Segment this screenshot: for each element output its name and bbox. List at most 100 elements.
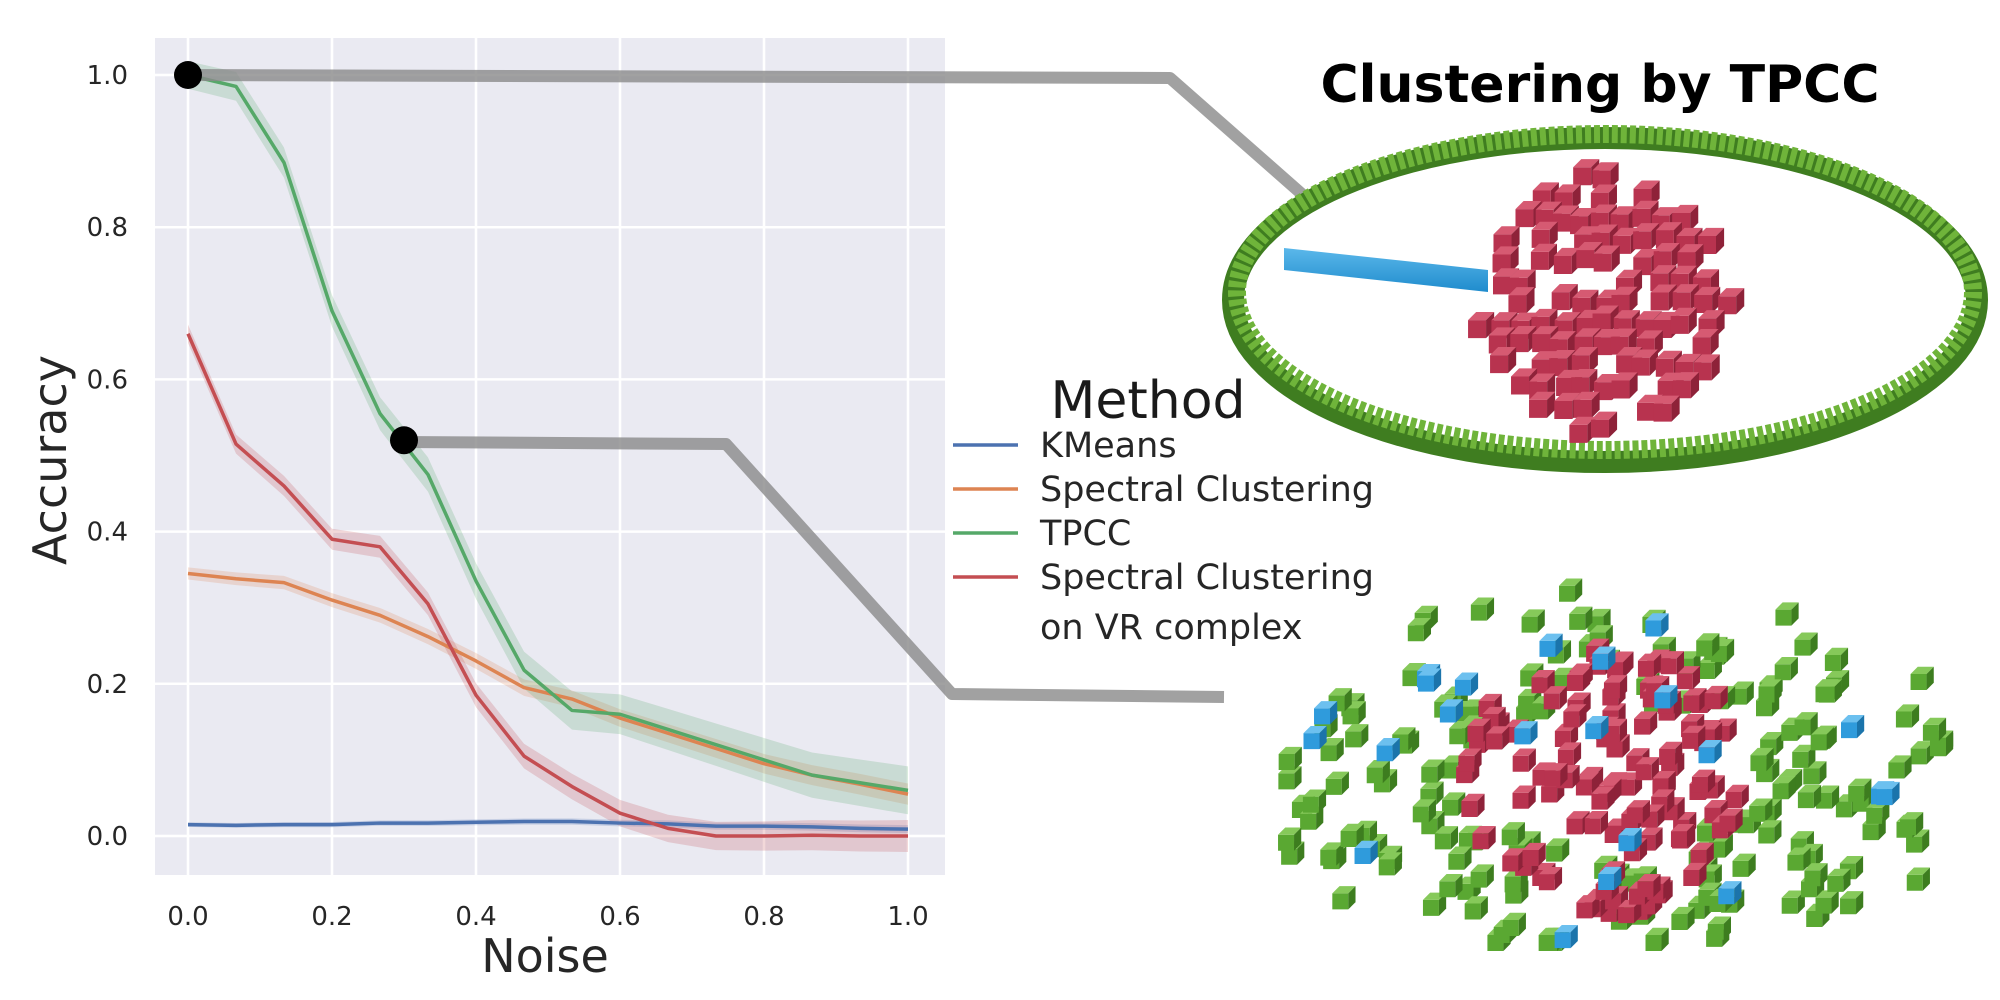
noise-cube-blue xyxy=(1303,725,1327,750)
ball-cube xyxy=(1531,221,1558,248)
noise-cube-green xyxy=(1439,874,1463,898)
ball-cube xyxy=(1633,223,1660,250)
x-tick-label: 0.4 xyxy=(455,902,496,932)
ball-cube xyxy=(1492,246,1519,273)
noise-cube-green xyxy=(1797,784,1822,809)
noise-cube-green xyxy=(1818,679,1842,703)
connector-bar xyxy=(1284,248,1488,292)
ball-cube xyxy=(1590,411,1618,438)
noise-cube-blue xyxy=(1376,738,1400,762)
noise-cube-green xyxy=(1794,632,1818,656)
noise-cube-red xyxy=(1575,772,1600,796)
noise-cube-red xyxy=(1676,666,1701,690)
noise-cube-green xyxy=(1888,755,1912,779)
plot-background xyxy=(155,38,945,875)
noise-cube-green xyxy=(1502,912,1526,936)
noise-cube-red xyxy=(1591,786,1615,810)
tick-labels: 0.0 0.2 0.4 0.6 0.8 1.0 0.0 0.2 0.4 0.6 0.8 1.0 xyxy=(87,61,929,932)
noise-cube-red xyxy=(1584,811,1609,835)
legend-label: Spectral Clustering xyxy=(1040,470,1374,510)
ball-cube xyxy=(1530,243,1558,270)
ball-cube xyxy=(1611,372,1638,399)
noise-cube-red xyxy=(1725,784,1749,809)
ball-cube xyxy=(1572,289,1599,316)
line-spectral-clustering xyxy=(187,571,909,796)
noise-cube-green xyxy=(1325,771,1349,795)
y-tick-label: 0.0 xyxy=(87,822,128,852)
y-tick-label: 0.2 xyxy=(87,670,128,700)
highlight-point xyxy=(390,426,418,455)
noise-cube-blue xyxy=(1314,701,1338,725)
noise-cube-red xyxy=(1691,769,1716,793)
noise-cube-green xyxy=(1420,781,1444,805)
noise-cube-blue xyxy=(1417,668,1442,692)
noise-cube-blue xyxy=(1598,866,1622,891)
noise-cube-red xyxy=(1704,685,1728,710)
x-tick-label: 0.0 xyxy=(167,902,208,932)
ball-cube xyxy=(1490,346,1517,374)
ball-cube xyxy=(1672,372,1700,399)
y-tick-label: 1.0 xyxy=(87,61,128,91)
noise-cube-red xyxy=(1639,827,1663,851)
noise-cube-blue xyxy=(1354,840,1378,864)
noise-cube-red xyxy=(1606,734,1630,758)
noise-cube-blue xyxy=(1645,613,1669,637)
noise-cube-green xyxy=(1732,853,1756,877)
noisy-point-cloud-illustration xyxy=(1278,578,1954,951)
noise-cube-red xyxy=(1543,686,1567,710)
noise-cube-red xyxy=(1576,895,1600,919)
noise-cube-red xyxy=(1522,842,1546,867)
noise-cube-green xyxy=(1448,846,1472,870)
noise-cube-blue xyxy=(1554,924,1578,949)
y-tick-label: 0.6 xyxy=(87,365,128,395)
noise-cube-red xyxy=(1603,675,1628,699)
noise-cube-green xyxy=(1421,759,1445,783)
legend-title: Method xyxy=(1050,371,1245,431)
band-spectral-clustering xyxy=(188,567,908,805)
noise-cube-blue xyxy=(1514,721,1538,745)
noise-cube-red xyxy=(1486,726,1510,750)
clustered-point-cloud-illustration xyxy=(1222,125,1988,473)
noise-cube-red xyxy=(1544,763,1568,787)
noise-cube-green xyxy=(1792,744,1816,768)
noise-cube-blue xyxy=(1698,739,1722,764)
highlight-point xyxy=(174,61,202,89)
noise-cube-red xyxy=(1682,725,1706,749)
noise-cube-green xyxy=(1774,657,1798,681)
noise-cube-green xyxy=(1922,717,1947,741)
plot-area xyxy=(155,38,945,875)
ball-cube xyxy=(1718,288,1745,315)
noise-cube-blue xyxy=(1439,699,1464,723)
noise-cube-blue xyxy=(1618,828,1642,852)
noise-cube-blue xyxy=(1592,646,1616,670)
noise-cube-green xyxy=(1906,867,1930,891)
noise-cube-green xyxy=(1407,618,1432,642)
noise-cube-red xyxy=(1531,670,1555,694)
noise-cube-red xyxy=(1660,651,1684,675)
connector-bottom xyxy=(399,436,1225,703)
noise-cube-green xyxy=(1707,916,1732,940)
x-axis-label: Noise xyxy=(481,929,609,983)
noise-cube-green xyxy=(1758,820,1782,844)
noise-cube-red xyxy=(1683,862,1707,887)
noise-cube-red xyxy=(1557,742,1582,766)
ball-cube xyxy=(1508,287,1535,314)
x-tick-label: 1.0 xyxy=(887,902,928,932)
noise-cube-red xyxy=(1626,800,1650,824)
noise-cube-blue xyxy=(1585,715,1609,740)
noise-cube-red xyxy=(1637,873,1661,898)
y-tick-label: 0.4 xyxy=(87,518,128,548)
noise-cube-red xyxy=(1472,826,1496,850)
noise-cube-red xyxy=(1458,748,1482,772)
noise-cube-green xyxy=(1378,852,1402,876)
connector-top xyxy=(187,69,1316,208)
ball-cube xyxy=(1653,395,1680,422)
noise-cube-green xyxy=(1910,741,1934,765)
noise-cube-blue xyxy=(1454,672,1479,696)
ball-cube xyxy=(1670,307,1697,334)
ball-cube xyxy=(1677,244,1704,271)
noise-cube-green xyxy=(1772,776,1796,800)
legend-label: KMeans xyxy=(1040,426,1177,466)
noise-cube-green xyxy=(1824,647,1849,671)
